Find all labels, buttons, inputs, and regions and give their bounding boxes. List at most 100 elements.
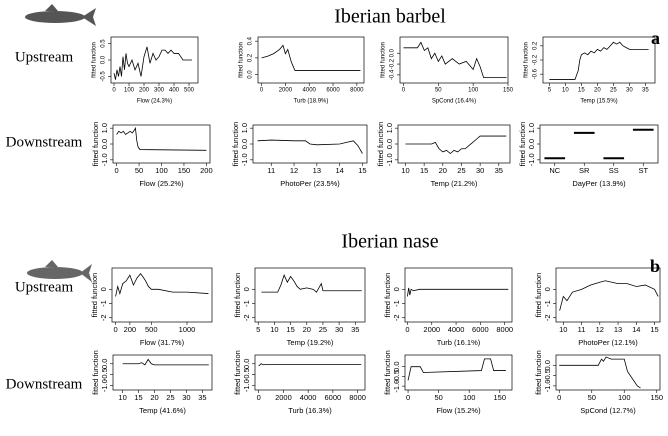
fitted-line bbox=[559, 280, 659, 311]
x-tick-label: 8000 bbox=[349, 393, 366, 402]
x-tick-label: SS bbox=[609, 166, 619, 175]
x-tick-label: 0 bbox=[557, 393, 561, 402]
y-tick-label: 0.5 bbox=[101, 39, 107, 48]
row-label: Downstream bbox=[6, 134, 83, 150]
y-tick-label: -2 bbox=[392, 314, 401, 321]
x-tick-label: 50 bbox=[135, 166, 143, 175]
fitted-line bbox=[122, 358, 209, 366]
x-tick-label: 11 bbox=[578, 325, 586, 334]
x-tick-label: 4000 bbox=[303, 88, 317, 94]
y-tick-label: 0.0 bbox=[385, 139, 394, 149]
x-tick-label: 150 bbox=[494, 393, 507, 402]
y-tick-label: 0.2 bbox=[248, 53, 254, 62]
x-axis-label: Temp (19.2%) bbox=[287, 338, 334, 347]
y-tick-label: -1.0 bbox=[240, 153, 249, 166]
y-tick-label: 1.0 bbox=[100, 123, 109, 133]
y-tick-label: 0.0 bbox=[248, 70, 254, 79]
plot-frame bbox=[254, 267, 366, 323]
x-axis-label: PhotoPer (12.1%) bbox=[578, 338, 638, 347]
y-tick-label: 0.0 bbox=[390, 48, 396, 57]
x-axis-label: Temp (15.5%) bbox=[580, 99, 617, 105]
y-tick-label: 0 bbox=[392, 287, 401, 291]
y-tick-label: 0.0 bbox=[527, 139, 536, 149]
y-tick-label: 0 bbox=[242, 287, 251, 291]
y-tick-label: -1 bbox=[392, 300, 401, 307]
x-tick-label: 0 bbox=[112, 88, 116, 94]
x-axis-label: PhotoPer (23.5%) bbox=[280, 179, 340, 188]
fitted-line bbox=[549, 41, 649, 80]
x-tick-label: ST bbox=[638, 166, 648, 175]
species-title: Iberian barbel bbox=[334, 6, 446, 28]
x-tick-label: 200 bbox=[139, 88, 150, 94]
x-tick-label: 20 bbox=[594, 88, 601, 94]
x-tick-label: 0 bbox=[405, 325, 409, 334]
y-tick-label: 0.0 bbox=[101, 55, 107, 64]
y-tick-label: -1.0 bbox=[527, 153, 536, 166]
y-tick-label: -1 bbox=[543, 300, 552, 307]
plot-frame bbox=[555, 354, 661, 391]
y-axis-label: fitted function bbox=[376, 122, 385, 167]
y-tick-label: -0.5 bbox=[543, 369, 552, 382]
y-axis-label: fitted function bbox=[518, 122, 527, 167]
x-tick-label: 6000 bbox=[325, 393, 342, 402]
x-tick-label: 15 bbox=[420, 166, 428, 175]
y-tick-label: -1 bbox=[99, 300, 108, 307]
x-tick-label: 20 bbox=[150, 393, 158, 402]
y-tick-label: 0.2 bbox=[533, 41, 539, 50]
x-tick-label: 10 bbox=[562, 88, 569, 94]
x-tick-label: 0 bbox=[406, 393, 410, 402]
y-tick-label: 0.0 bbox=[100, 359, 109, 369]
x-tick-label: 50 bbox=[435, 88, 442, 94]
x-tick-label: 14 bbox=[632, 325, 640, 334]
x-tick-label: 10 bbox=[401, 166, 409, 175]
plot-frame bbox=[111, 267, 213, 323]
x-tick-label: 30 bbox=[626, 88, 633, 94]
x-axis-label: Flow (25.2%) bbox=[139, 179, 184, 188]
y-tick-label: 0 bbox=[99, 287, 108, 291]
y-tick-label: -2 bbox=[99, 314, 108, 321]
x-tick-label: 6000 bbox=[326, 88, 340, 94]
plot-frame bbox=[254, 354, 366, 391]
y-tick-label: 1.0 bbox=[240, 123, 249, 133]
y-axis-label: fitted function bbox=[381, 42, 387, 78]
y-axis-label: fitted function bbox=[383, 350, 392, 395]
x-tick-label: 30 bbox=[335, 325, 343, 334]
y-tick-label: 0.0 bbox=[543, 360, 552, 370]
x-tick-label: 200 bbox=[124, 325, 137, 334]
x-tick-label: 0 bbox=[113, 325, 117, 334]
row-label: Upstream bbox=[15, 279, 74, 295]
y-tick-label: -0.2 bbox=[390, 58, 396, 69]
x-tick-label: 0 bbox=[257, 393, 261, 402]
x-tick-label: 13 bbox=[614, 325, 622, 334]
y-tick-label: 1.0 bbox=[385, 123, 394, 133]
x-tick-label: 15 bbox=[578, 88, 585, 94]
x-tick-label: 30 bbox=[182, 393, 190, 402]
x-tick-label: SR bbox=[579, 166, 590, 175]
y-tick-label: -0.5 bbox=[101, 71, 107, 82]
y-tick-label: 0.0 bbox=[240, 139, 249, 149]
x-tick-label: 20 bbox=[303, 325, 311, 334]
plot-frame bbox=[555, 267, 661, 323]
x-axis-label: Turb (18.9%) bbox=[294, 99, 329, 105]
x-tick-label: 1000 bbox=[179, 325, 196, 334]
plot-frame bbox=[257, 36, 365, 84]
y-tick-label: -0.5 bbox=[392, 370, 401, 383]
fitted-line bbox=[115, 273, 209, 297]
y-tick-label: 1.0 bbox=[527, 123, 536, 133]
x-tick-label: 10 bbox=[118, 393, 126, 402]
x-tick-label: 2000 bbox=[279, 88, 293, 94]
x-tick-label: 100 bbox=[155, 166, 168, 175]
y-tick-label: -0.5 bbox=[242, 368, 251, 381]
plot-frame bbox=[542, 36, 656, 84]
x-tick-label: 15 bbox=[286, 325, 294, 334]
plot-frame bbox=[404, 354, 513, 391]
x-tick-label: 2000 bbox=[275, 393, 292, 402]
y-axis-label: fitted function bbox=[534, 273, 543, 318]
